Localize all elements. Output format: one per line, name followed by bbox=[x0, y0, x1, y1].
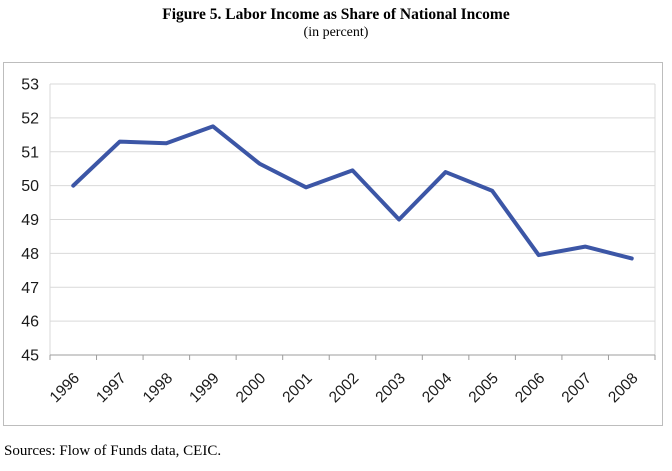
x-tick-label: 2004 bbox=[419, 370, 456, 407]
x-tick-label: 1998 bbox=[140, 370, 176, 406]
x-tick-label: 2000 bbox=[233, 370, 270, 407]
x-tick-label: 1996 bbox=[47, 370, 83, 406]
y-tick-label: 51 bbox=[21, 144, 39, 161]
data-line-labor-income-share bbox=[71, 124, 634, 261]
chart-frame: 45 46 47 48 49 50 51 52 53 1996 1997 1998 1999 2000 20… bbox=[3, 62, 663, 426]
x-tick-label: 1997 bbox=[93, 370, 129, 406]
y-tick-label: 48 bbox=[21, 246, 39, 263]
x-tick-label: 2003 bbox=[372, 370, 408, 406]
y-tick-label: 49 bbox=[21, 212, 39, 229]
y-tick-label: 52 bbox=[21, 110, 39, 127]
x-axis-labels: 1996 1997 1998 1999 2000 2001 2002 2003 2004 2005… bbox=[47, 370, 642, 407]
x-tick-label: 2001 bbox=[279, 370, 315, 406]
x-tick-label: 2008 bbox=[605, 370, 641, 406]
x-axis bbox=[49, 354, 656, 360]
x-tick-label: 2006 bbox=[512, 370, 548, 406]
figure-title: Figure 5. Labor Income as Share of Natio… bbox=[162, 6, 510, 23]
y-tick-label: 53 bbox=[21, 77, 39, 94]
y-tick-label: 50 bbox=[21, 178, 39, 195]
y-tick-label: 47 bbox=[21, 280, 39, 297]
y-axis-labels: 45 46 47 48 49 50 51 52 53 bbox=[21, 77, 39, 365]
figure-subtitle: (in percent) bbox=[303, 25, 369, 40]
x-tick-label: 2002 bbox=[326, 370, 362, 406]
y-tick-label: 45 bbox=[21, 348, 39, 365]
plot-border bbox=[49, 84, 656, 355]
x-tick-label: 2007 bbox=[559, 370, 595, 406]
y-tick-label: 46 bbox=[21, 314, 39, 331]
x-tick-label: 2005 bbox=[466, 370, 502, 406]
gridlines bbox=[50, 83, 655, 322]
source-note: Sources: Flow of Funds data, CEIC. bbox=[4, 443, 222, 459]
x-tick-label: 1999 bbox=[186, 370, 222, 406]
